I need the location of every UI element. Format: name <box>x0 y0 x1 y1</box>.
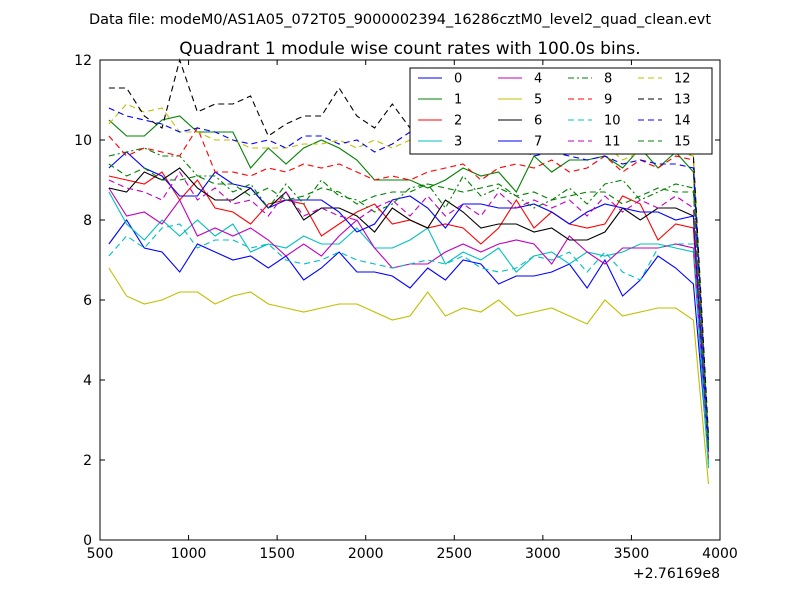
series-line-9 <box>108 126 710 445</box>
series-line-0 <box>108 219 710 461</box>
x-tick-label: 1000 <box>171 546 207 562</box>
x-tick-label: 2000 <box>348 546 384 562</box>
y-tick-label: 12 <box>74 53 92 69</box>
series-line-3 <box>108 191 710 469</box>
x-tick-label: 500 <box>87 546 114 562</box>
x-tick-label: 4000 <box>702 546 738 562</box>
y-tick-label: 10 <box>74 133 92 149</box>
legend-label-10: 10 <box>604 114 621 129</box>
y-tick-label: 4 <box>83 373 92 389</box>
legend-label-8: 8 <box>604 72 612 87</box>
x-offset-label: +2.76169e8 <box>633 566 720 582</box>
series-line-10 <box>108 223 710 465</box>
legend-label-5: 5 <box>534 93 542 108</box>
x-tick-label: 3000 <box>525 546 561 562</box>
legend-label-14: 14 <box>674 114 691 129</box>
chart-title: Quadrant 1 module wise count rates with … <box>179 39 640 59</box>
series-line-8 <box>108 147 710 449</box>
legend-label-1: 1 <box>454 93 462 108</box>
y-tick-label: 6 <box>83 293 92 309</box>
series-line-15 <box>108 163 710 449</box>
x-tick-label: 3500 <box>614 546 650 562</box>
legend-label-11: 11 <box>604 135 621 150</box>
series-line-7 <box>108 151 710 453</box>
legend-label-2: 2 <box>454 114 462 129</box>
series-line-4 <box>108 187 710 453</box>
legend-box <box>409 67 713 155</box>
series-line-5 <box>108 267 710 485</box>
x-tick-label: 2500 <box>436 546 472 562</box>
legend-label-15: 15 <box>674 135 691 150</box>
y-tick-label: 2 <box>83 453 92 469</box>
series-line-14 <box>108 107 710 445</box>
legend-label-13: 13 <box>674 93 691 108</box>
y-tick-label: 0 <box>83 533 92 549</box>
y-tick-label: 8 <box>83 213 92 229</box>
legend-label-4: 4 <box>534 72 542 87</box>
data-file-header: Data file: modeM0/AS1A05_072T05_90000023… <box>89 12 711 28</box>
legend-label-9: 9 <box>604 93 612 108</box>
series-line-1 <box>108 115 710 441</box>
legend-label-12: 12 <box>674 72 691 87</box>
x-tick-label: 1500 <box>259 546 295 562</box>
series-line-11 <box>108 170 710 453</box>
legend-label-6: 6 <box>534 114 542 129</box>
legend-label-0: 0 <box>454 72 462 87</box>
series-line-6 <box>108 167 710 453</box>
legend-label-7: 7 <box>534 135 542 150</box>
legend-label-3: 3 <box>454 135 462 150</box>
